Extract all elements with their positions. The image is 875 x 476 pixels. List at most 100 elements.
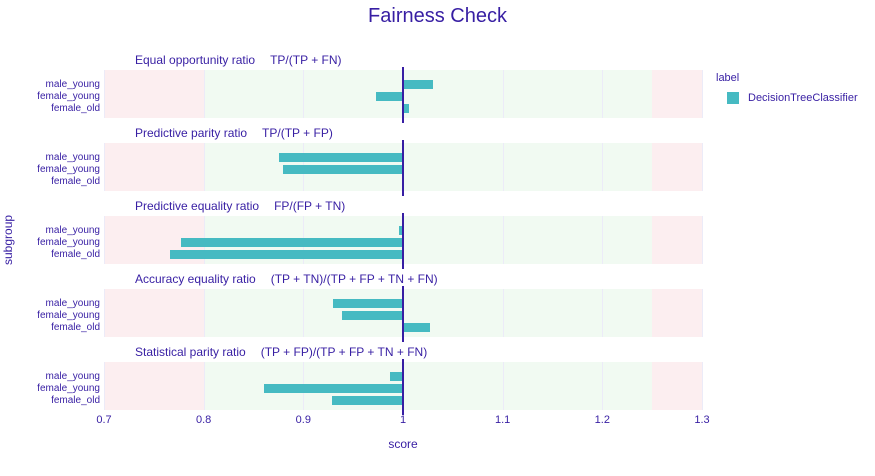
- ytick-female_old: female_old: [51, 249, 100, 260]
- metric-name: Statistical parity ratio: [135, 345, 246, 359]
- gridline: [702, 143, 703, 191]
- bar-male_young[interactable]: [403, 80, 433, 89]
- bar-female_old[interactable]: [403, 323, 430, 332]
- ytick-male_young: male_young: [45, 152, 100, 163]
- gridline: [203, 143, 205, 191]
- band-red: [104, 362, 204, 410]
- gridline: [602, 143, 604, 191]
- metric-name: Predictive parity ratio: [135, 126, 248, 140]
- gridline: [502, 143, 504, 191]
- xtick-0.8: 0.8: [196, 414, 212, 426]
- gridline: [203, 70, 205, 118]
- band-red: [104, 143, 204, 191]
- panel-plot-accuracy-equality-ratio: [104, 286, 703, 342]
- gridline: [104, 143, 105, 191]
- xtick-0.9: 0.9: [295, 414, 311, 426]
- legend-entry-label: DecisionTreeClassifier: [748, 92, 858, 104]
- ytick-male_young: male_young: [45, 225, 100, 236]
- ytick-female_young: female_young: [37, 237, 100, 248]
- bar-male_young[interactable]: [279, 153, 403, 162]
- panel-title-statistical-parity-ratio: Statistical parity ratio (TP + FP)/(TP + …: [135, 345, 427, 359]
- bar-male_young[interactable]: [390, 372, 403, 381]
- bar-female_young[interactable]: [283, 165, 403, 174]
- gridline: [602, 70, 604, 118]
- legend-title: label: [716, 72, 740, 84]
- panel-plot-equal-opportunity-ratio: [104, 67, 703, 123]
- band-red: [652, 143, 702, 191]
- ytick-female_old: female_old: [51, 395, 100, 406]
- ytick-female_old: female_old: [51, 176, 100, 187]
- legend-entry-decisiontreeclassifier[interactable]: DecisionTreeClassifier: [716, 92, 858, 104]
- xtick-0.7: 0.7: [96, 414, 112, 426]
- reference-line-1: [402, 213, 404, 269]
- gridline: [602, 362, 604, 410]
- band-green: [203, 143, 653, 191]
- metric-formula: TP/(TP + FP): [262, 126, 333, 140]
- gridline: [104, 70, 105, 118]
- panel-title-predictive-parity-ratio: Predictive parity ratio TP/(TP + FP): [135, 126, 333, 140]
- gridline: [702, 362, 703, 410]
- gridline: [303, 70, 305, 118]
- band-green: [203, 70, 653, 118]
- panel-title-equal-opportunity-ratio: Equal opportunity ratio TP/(TP + FN): [135, 53, 342, 67]
- metric-formula: (TP + FP)/(TP + FP + TN + FN): [260, 345, 428, 359]
- bar-female_old[interactable]: [169, 250, 403, 259]
- band-red: [104, 289, 204, 337]
- bar-female_young[interactable]: [180, 238, 403, 247]
- ytick-male_young: male_young: [45, 79, 100, 90]
- metric-name: Accuracy equality ratio: [135, 272, 256, 286]
- gridline: [104, 216, 105, 264]
- panel-plot-predictive-equality-ratio: [104, 213, 703, 269]
- bar-female_old[interactable]: [403, 104, 409, 113]
- ytick-female_old: female_old: [51, 322, 100, 333]
- ytick-male_young: male_young: [45, 298, 100, 309]
- xtick-1: 1: [399, 414, 407, 426]
- gridline: [502, 362, 504, 410]
- bar-female_old[interactable]: [332, 396, 403, 405]
- band-red: [652, 362, 702, 410]
- reference-line-1: [402, 67, 404, 123]
- panel-title-predictive-equality-ratio: Predictive equality ratio FP/(FP + TN): [135, 199, 345, 213]
- panel-title-accuracy-equality-ratio: Accuracy equality ratio (TP + TN)/(TP + F…: [135, 272, 438, 286]
- metric-formula: (TP + TN)/(TP + FP + TN + FN): [270, 272, 438, 286]
- panel-plot-statistical-parity-ratio: [104, 359, 703, 415]
- gridline: [104, 362, 105, 410]
- legend-swatch-icon: [727, 92, 739, 104]
- gridline: [203, 289, 205, 337]
- xtick-1.3: 1.3: [694, 414, 710, 426]
- bar-female_young[interactable]: [264, 384, 403, 393]
- ytick-male_young: male_young: [45, 371, 100, 382]
- gridline: [303, 289, 305, 337]
- reference-line-1: [402, 359, 404, 415]
- bar-male_young[interactable]: [399, 226, 403, 235]
- reference-line-1: [402, 286, 404, 342]
- band-red: [104, 70, 204, 118]
- ytick-female_young: female_young: [37, 383, 100, 394]
- gridline: [702, 289, 703, 337]
- bar-female_young[interactable]: [376, 92, 403, 101]
- metric-name: Equal opportunity ratio: [135, 53, 256, 67]
- gridline: [104, 289, 105, 337]
- gridline: [702, 216, 703, 264]
- metric-name: Predictive equality ratio: [135, 199, 260, 213]
- metric-formula: FP/(FP + TN): [274, 199, 346, 213]
- gridline: [502, 216, 504, 264]
- ytick-female_young: female_young: [37, 91, 100, 102]
- gridline: [502, 289, 504, 337]
- xtick-1.2: 1.2: [594, 414, 610, 426]
- chart-title: Fairness Check: [368, 5, 507, 27]
- panel-plot-predictive-parity-ratio: [104, 140, 703, 196]
- gridline: [502, 70, 504, 118]
- bar-male_young[interactable]: [333, 299, 403, 308]
- ytick-female_old: female_old: [51, 103, 100, 114]
- band-red: [652, 289, 702, 337]
- bar-female_young[interactable]: [342, 311, 403, 320]
- ytick-female_young: female_young: [37, 164, 100, 175]
- x-axis-title: score: [388, 437, 418, 451]
- reference-line-1: [402, 140, 404, 196]
- gridline: [203, 362, 205, 410]
- gridline: [702, 70, 703, 118]
- band-red: [652, 70, 702, 118]
- gridline: [602, 216, 604, 264]
